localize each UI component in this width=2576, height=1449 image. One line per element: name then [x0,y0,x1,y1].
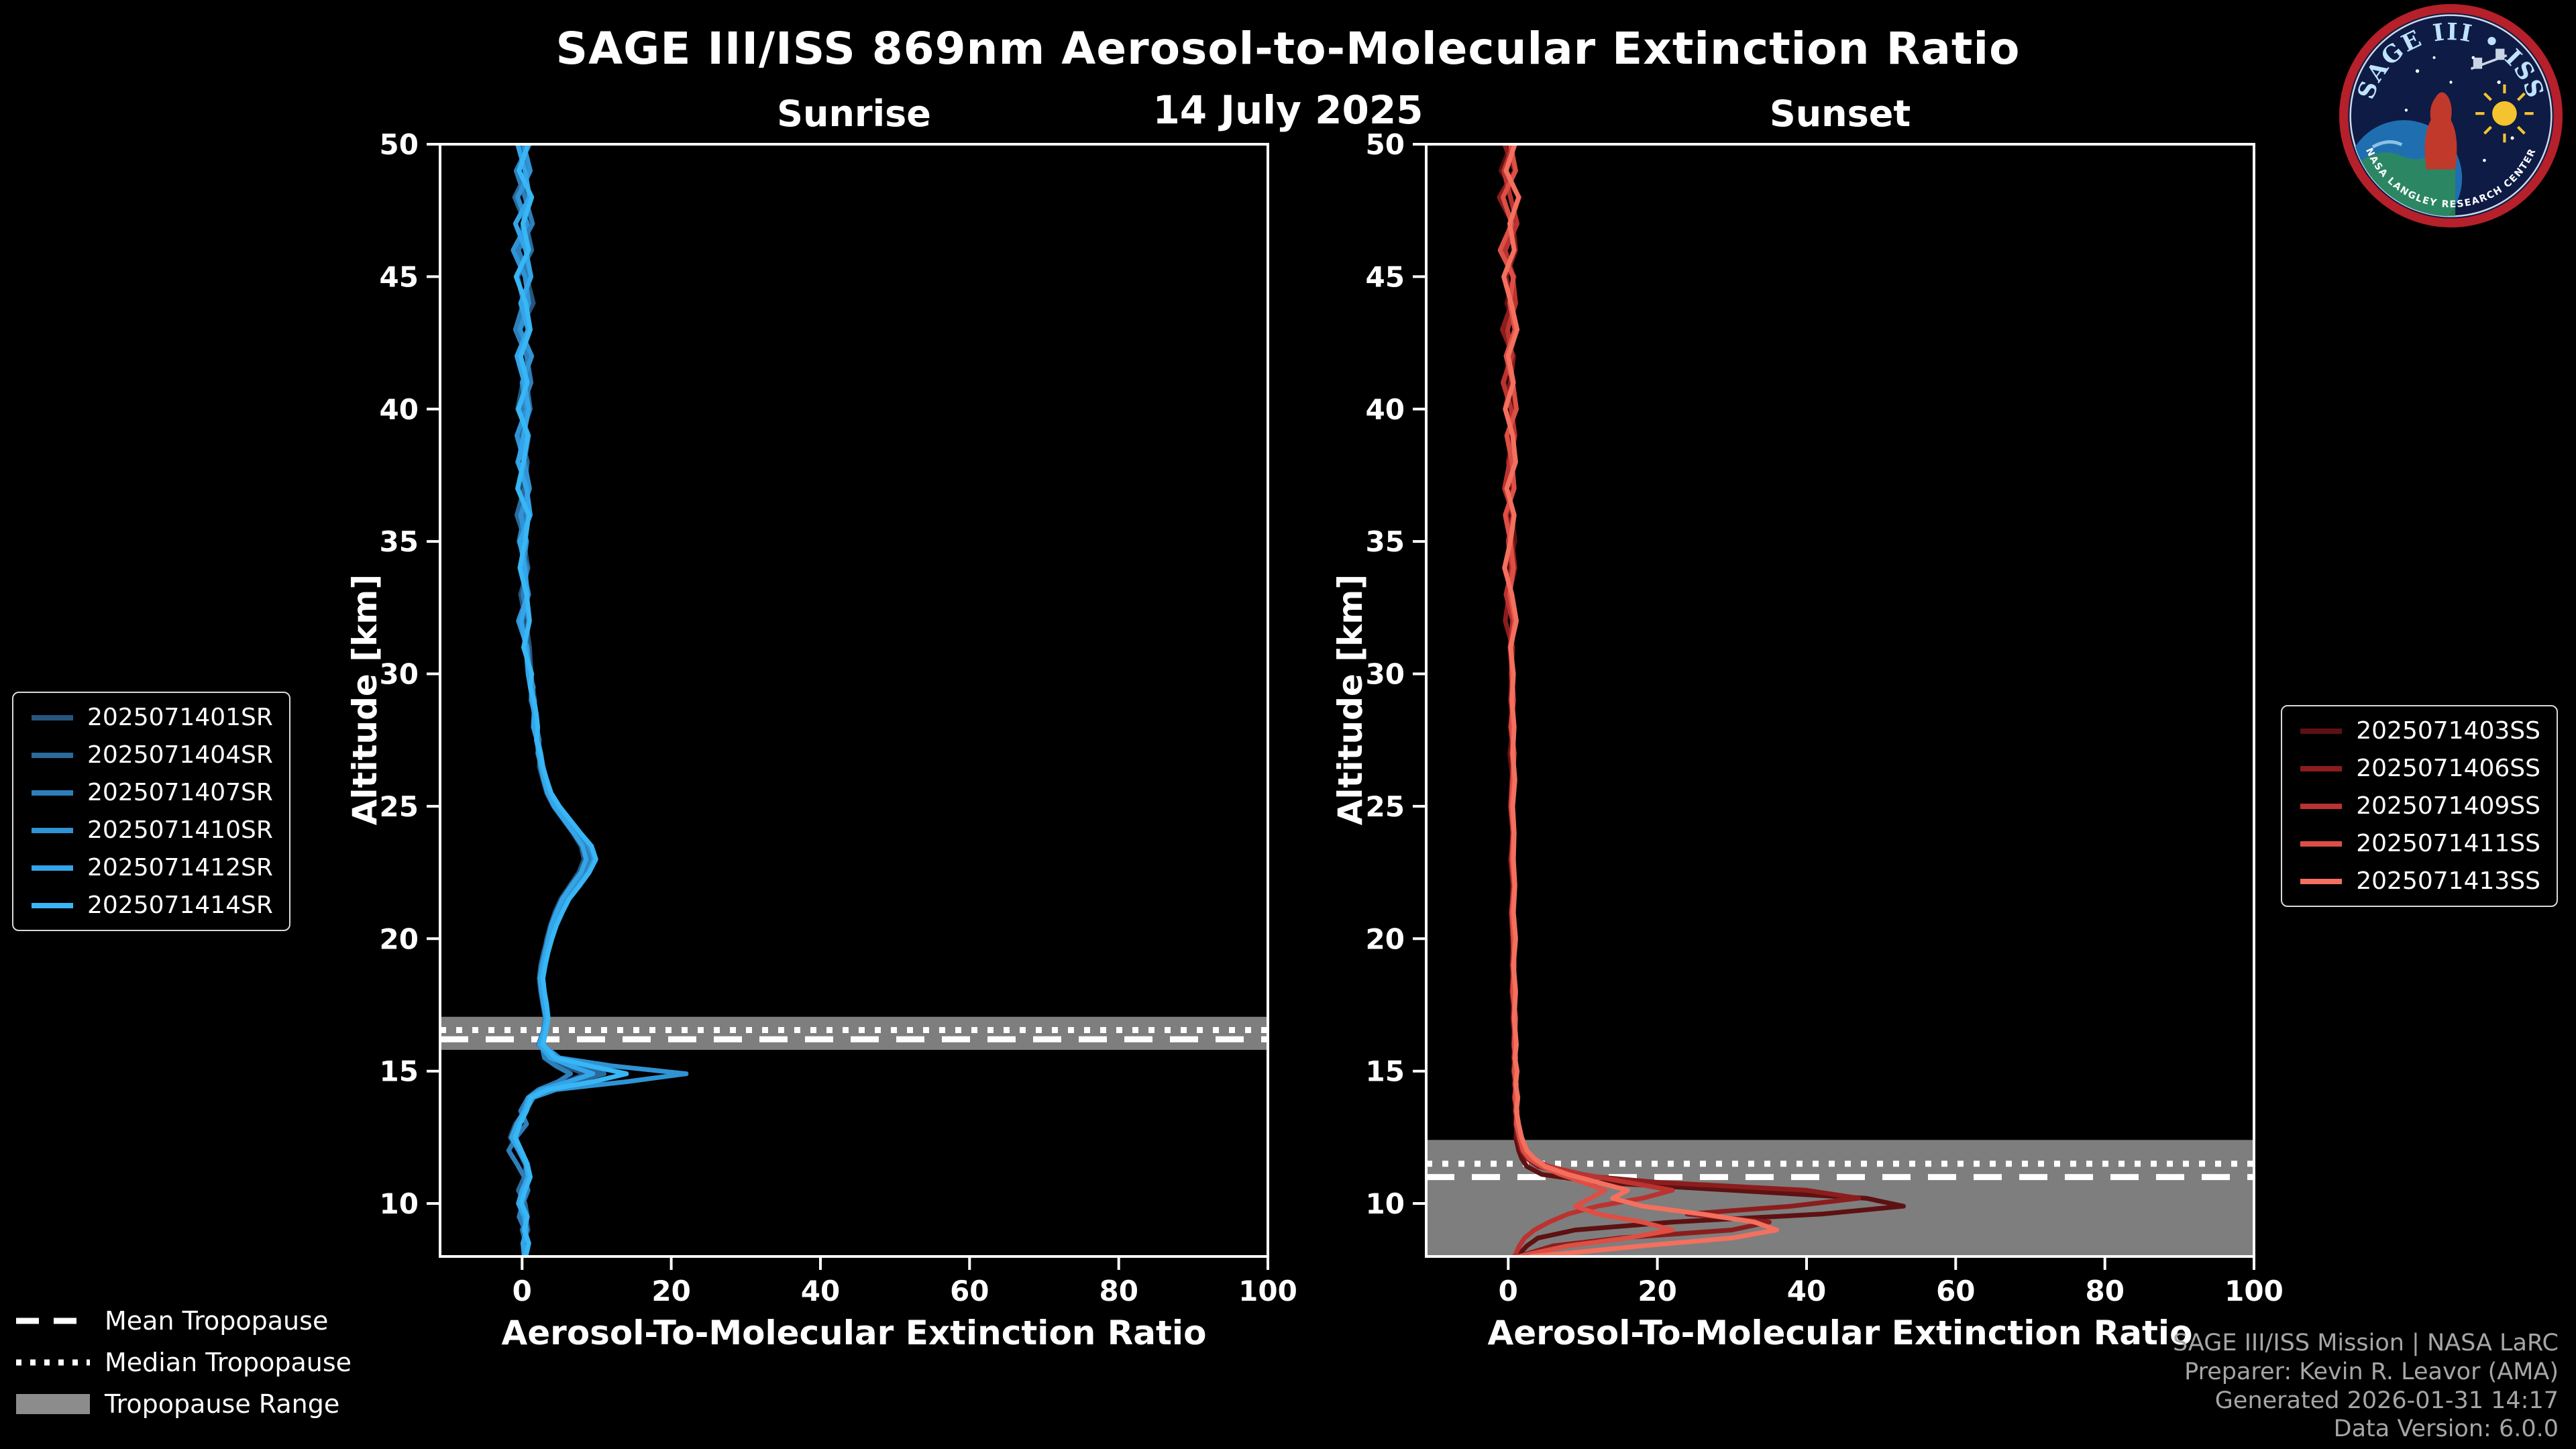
svg-text:100: 100 [1238,1275,1297,1307]
credit-data-version: Data Version: 6.0.0 [2333,1415,2559,1443]
sage-iii-iss-logo: SAGE III • ISS NASA LANGLEY RESEARCH CEN… [2339,4,2563,227]
logo-stars [2404,56,2514,162]
legend-item: 2025071410SR [30,816,273,844]
legend-series-label: 2025071409SS [2356,792,2540,820]
svg-text:50: 50 [380,128,419,161]
date-subtitle: 14 July 2025 [1152,87,1424,133]
svg-text:20: 20 [380,922,419,955]
gray-band-swatch [16,1394,90,1414]
legend-line-swatch [2300,878,2343,884]
credit-mission: SAGE III/ISS Mission | NASA LaRC [2173,1330,2559,1357]
svg-text:40: 40 [1787,1275,1826,1307]
sunset-yaxis-label: Altitude [km] [1331,574,1370,826]
svg-text:25: 25 [1366,790,1405,823]
legend-series-label: 2025071403SS [2356,717,2540,745]
legend-item: 2025071403SS [2298,717,2540,745]
legend-item-tropopause-range: Tropopause Range [16,1389,352,1419]
svg-text:50: 50 [1366,128,1405,161]
legend-line-swatch [32,790,73,796]
legend-line-swatch [32,827,73,833]
credits-block: SAGE III/ISS Mission | NASA LaRC Prepare… [2173,1329,2559,1444]
legend-item: 2025071411SS [2298,830,2540,857]
sunrise-legend: 2025071401SR 2025071404SR 2025071407SR 2025… [12,692,290,931]
svg-text:35: 35 [380,525,419,558]
svg-text:60: 60 [1936,1275,1975,1307]
legend-series-label: 2025071401SR [87,704,273,731]
sunrise-plot: 0 20 40 60 80 100 10 15 20 25 30 35 40 45 50 [380,128,1297,1307]
sunset-xaxis-label: Aerosol-To-Molecular Extinction Ratio [1487,1313,2193,1352]
legend-line-swatch [2300,841,2343,847]
legend-series-label: 2025071414SR [87,892,273,919]
svg-text:20: 20 [1366,922,1405,955]
dashed-line-swatch [16,1318,90,1324]
legend-item: 2025071414SR [30,892,273,919]
legend-item: 2025071404SR [30,741,273,769]
logo-sage-figure [2424,92,2457,170]
legend-line-swatch [32,902,73,908]
legend-line-swatch [2300,803,2343,809]
legend-item-median-tropopause: Median Tropopause [16,1348,352,1377]
legend-series-label: 2025071406SS [2356,755,2540,782]
svg-text:40: 40 [380,393,419,426]
svg-text:30: 30 [1366,658,1405,691]
legend-line-swatch [32,752,73,758]
logo-sun [2475,84,2534,143]
svg-text:25: 25 [380,790,419,823]
svg-text:45: 45 [380,260,419,293]
legend-series-label: 2025071412SR [87,854,273,881]
legend-item-mean-tropopause: Mean Tropopause [16,1306,352,1336]
legend-item: 2025071401SR [30,704,273,731]
logo-iss [2470,48,2508,70]
svg-text:80: 80 [2085,1275,2124,1307]
mean-tropopause-label: Mean Tropopause [105,1306,329,1336]
legend-series-label: 2025071404SR [87,741,273,769]
svg-text:20: 20 [651,1275,690,1307]
svg-text:20: 20 [1638,1275,1676,1307]
legend-line-swatch [2300,765,2343,771]
legend-item: 2025071413SS [2298,867,2540,895]
sunset-plot: 0 20 40 60 80 100 10 15 20 25 30 35 40 45 50 [1366,128,2284,1307]
legend-item: 2025071406SS [2298,755,2540,782]
svg-text:10: 10 [1366,1187,1405,1220]
tropopause-range-label: Tropopause Range [105,1389,340,1419]
svg-text:0: 0 [1499,1275,1518,1307]
svg-text:30: 30 [380,658,419,691]
svg-text:10: 10 [380,1187,419,1220]
legend-series-label: 2025071407SR [87,779,273,806]
svg-text:0: 0 [513,1275,532,1307]
legend-item: 2025071412SR [30,854,273,881]
page-title: SAGE III/ISS 869nm Aerosol-to-Molecular … [555,23,2021,74]
dotted-line-swatch [16,1359,90,1366]
legend-item: 2025071407SR [30,779,273,806]
svg-text:15: 15 [380,1055,419,1088]
svg-text:60: 60 [950,1275,989,1307]
svg-text:15: 15 [1366,1055,1405,1088]
legend-line-swatch [32,714,73,720]
svg-text:100: 100 [2224,1275,2284,1307]
median-tropopause-label: Median Tropopause [105,1348,352,1377]
legend-line-swatch [32,865,73,871]
tropopause-legend: Mean Tropopause Median Tropopause Tropop… [16,1306,352,1419]
svg-text:35: 35 [1366,525,1405,558]
panel-title-sunset: Sunset [1769,93,1911,135]
sunrise-xaxis-label: Aerosol-To-Molecular Extinction Ratio [501,1313,1207,1352]
svg-text:40: 40 [801,1275,840,1307]
sunset-legend: 2025071403SS 2025071406SS 2025071409SS 2025… [2281,705,2558,907]
panel-title-sunrise: Sunrise [777,93,931,135]
legend-series-label: 2025071413SS [2356,867,2540,895]
sunrise-yaxis-label: Altitude [km] [345,574,384,826]
legend-series-label: 2025071410SR [87,816,273,844]
legend-line-swatch [2300,728,2343,734]
credit-generated: Generated 2026-01-31 14:17 [2214,1387,2559,1414]
credit-preparer: Preparer: Kevin R. Leavor (AMA) [2184,1358,2559,1385]
svg-text:80: 80 [1099,1275,1138,1307]
svg-text:40: 40 [1366,393,1405,426]
legend-item: 2025071409SS [2298,792,2540,820]
legend-series-label: 2025071411SS [2356,830,2540,857]
svg-text:45: 45 [1366,260,1405,293]
